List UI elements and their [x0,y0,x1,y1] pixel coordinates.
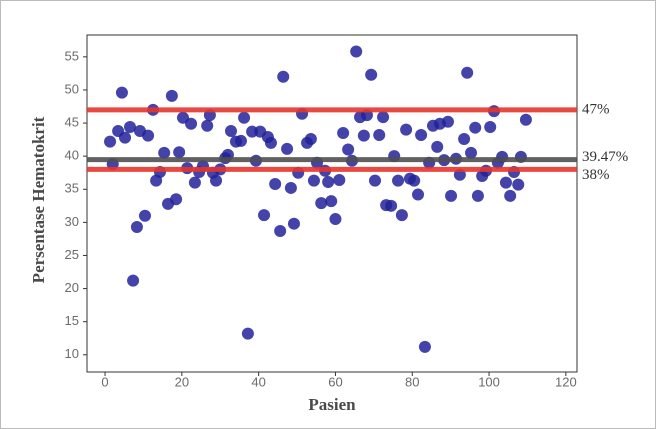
point [188,176,201,189]
x-tick-label: 60 [328,374,342,389]
point [119,131,132,144]
point [395,209,408,222]
x-tick-label: 100 [478,374,500,389]
x-axis-title: Pasien [308,395,356,414]
point [170,193,183,206]
y-tick-label: 25 [65,247,79,262]
point [484,121,497,134]
point [264,136,277,149]
x-tick-label: 0 [101,374,108,389]
point [274,224,287,237]
point [365,68,378,81]
point [173,146,186,159]
point [431,140,444,153]
point [392,174,405,187]
point [287,217,300,230]
point [512,178,525,191]
y-tick-label: 50 [65,81,79,96]
point [284,181,297,194]
reference-label: 38% [582,167,610,183]
point [241,327,254,340]
point [210,174,223,187]
point [234,134,247,147]
point [158,146,171,159]
point [185,117,198,130]
point [304,132,317,145]
y-tick-label: 55 [65,48,79,63]
y-tick-label: 40 [65,148,79,163]
point [461,66,474,79]
point [201,119,214,132]
point [124,121,137,134]
point [504,189,517,202]
point [377,111,390,124]
point [458,132,471,145]
y-tick-label: 15 [65,313,79,328]
point [315,197,328,210]
point [333,173,346,186]
y-axis-title: Persentase Hematokrit [29,116,48,283]
point [325,195,338,208]
reference-label: 47% [582,101,610,117]
point [445,189,458,202]
point [412,188,425,201]
point [519,113,532,126]
point [130,221,143,234]
y-tick-label: 30 [65,214,79,229]
point [418,340,431,353]
point [469,121,482,134]
point [385,199,398,212]
y-tick-label: 35 [65,181,79,196]
point [373,128,386,141]
point [142,129,155,142]
point [258,209,271,222]
plot-area [86,34,578,373]
point [350,45,363,58]
reference-label: 39.47% [582,149,628,165]
x-tick-label: 120 [555,374,577,389]
point [342,143,355,156]
point [408,174,421,187]
y-tick-label: 20 [65,280,79,295]
point [225,125,238,138]
point [322,175,335,188]
y-tick-label: 10 [65,346,79,361]
point [329,213,342,226]
point [269,177,282,190]
point [138,209,151,222]
point [369,174,382,187]
point [337,126,350,139]
x-tick-label: 20 [175,374,189,389]
point [307,174,320,187]
y-tick-label: 45 [65,114,79,129]
point [104,135,117,148]
point [281,142,294,155]
point [127,274,140,287]
point [415,128,428,141]
point [115,86,128,99]
point [238,111,251,124]
point [165,89,178,102]
point [499,176,512,189]
point [441,115,454,128]
point [357,129,370,142]
point [277,70,290,83]
point [400,123,413,136]
x-tick-label: 40 [251,374,265,389]
point [465,146,478,159]
point [471,189,484,202]
x-tick-label: 80 [405,374,419,389]
